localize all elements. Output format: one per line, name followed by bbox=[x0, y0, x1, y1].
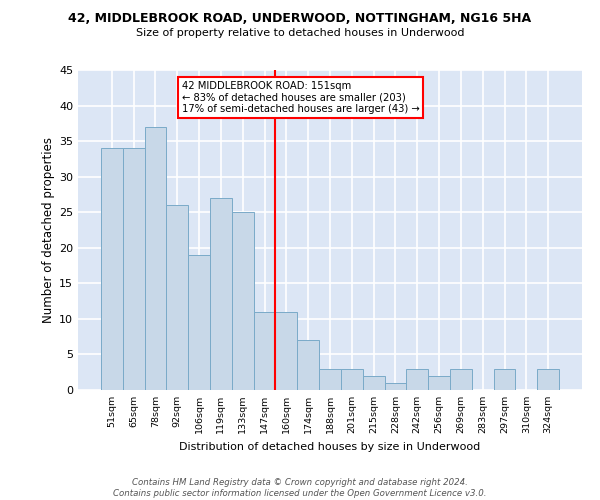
Bar bbox=[275, 312, 297, 390]
X-axis label: Distribution of detached houses by size in Underwood: Distribution of detached houses by size … bbox=[179, 442, 481, 452]
Bar bbox=[297, 340, 319, 390]
Bar bbox=[123, 148, 145, 390]
Bar bbox=[385, 383, 406, 390]
Bar bbox=[406, 368, 428, 390]
Bar bbox=[319, 368, 341, 390]
Text: Contains HM Land Registry data © Crown copyright and database right 2024.
Contai: Contains HM Land Registry data © Crown c… bbox=[113, 478, 487, 498]
Bar bbox=[101, 148, 123, 390]
Text: 42, MIDDLEBROOK ROAD, UNDERWOOD, NOTTINGHAM, NG16 5HA: 42, MIDDLEBROOK ROAD, UNDERWOOD, NOTTING… bbox=[68, 12, 532, 26]
Bar bbox=[145, 127, 166, 390]
Text: Size of property relative to detached houses in Underwood: Size of property relative to detached ho… bbox=[136, 28, 464, 38]
Bar bbox=[210, 198, 232, 390]
Bar bbox=[232, 212, 254, 390]
Bar bbox=[450, 368, 472, 390]
Text: 42 MIDDLEBROOK ROAD: 151sqm
← 83% of detached houses are smaller (203)
17% of se: 42 MIDDLEBROOK ROAD: 151sqm ← 83% of det… bbox=[182, 80, 419, 114]
Bar bbox=[166, 205, 188, 390]
Bar bbox=[428, 376, 450, 390]
Bar bbox=[537, 368, 559, 390]
Bar bbox=[341, 368, 363, 390]
Bar bbox=[363, 376, 385, 390]
Bar bbox=[494, 368, 515, 390]
Y-axis label: Number of detached properties: Number of detached properties bbox=[42, 137, 55, 323]
Bar bbox=[188, 255, 210, 390]
Bar bbox=[254, 312, 275, 390]
